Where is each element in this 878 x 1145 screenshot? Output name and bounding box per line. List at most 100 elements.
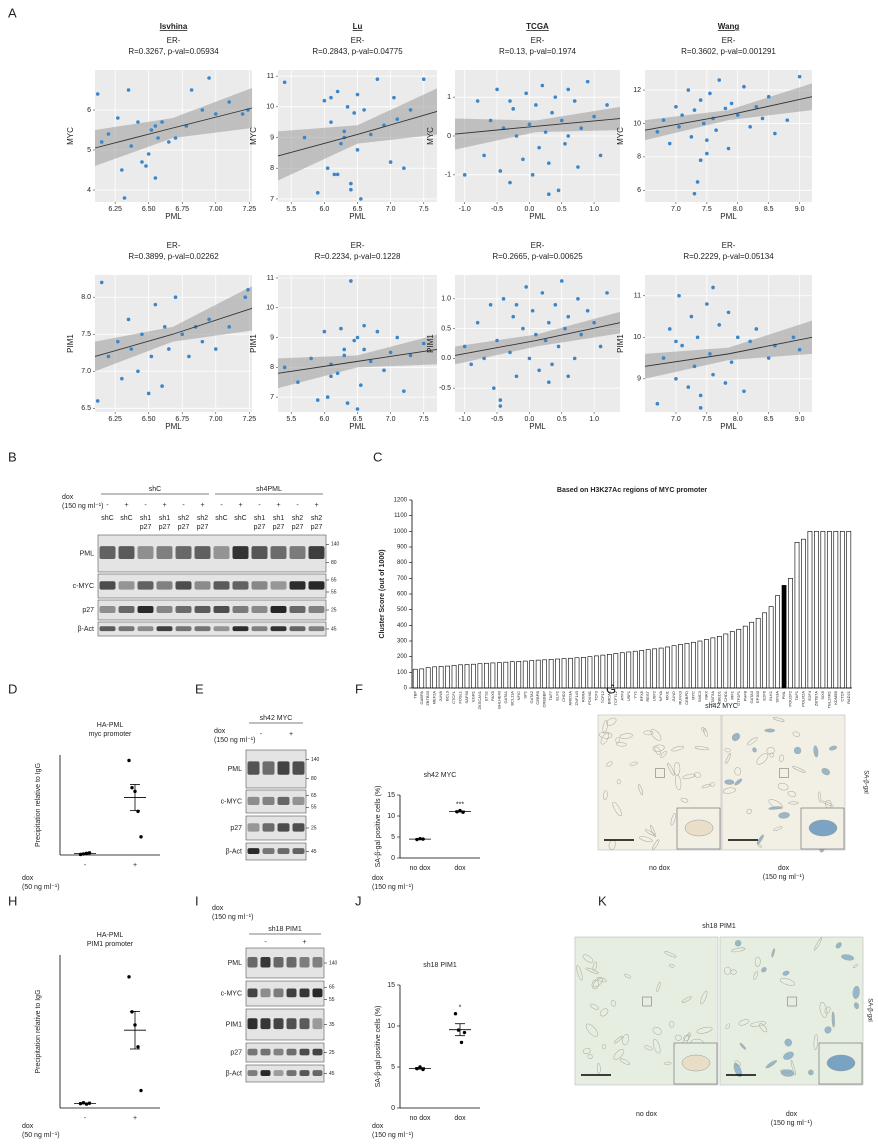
panel-background (645, 70, 812, 202)
blot-band (299, 1018, 310, 1030)
cell (732, 735, 739, 740)
data-point (705, 138, 709, 142)
cell (722, 787, 736, 794)
cell (644, 829, 655, 836)
annotation: R=0.2665, p-val=0.00625 (492, 252, 583, 261)
data-point (705, 151, 709, 156)
data-point (708, 91, 712, 96)
data-point (99, 280, 104, 285)
data-point (149, 128, 154, 132)
y-tick-label: 600 (397, 592, 408, 598)
blot-band (99, 546, 116, 560)
cell (783, 1051, 794, 1060)
bar (606, 654, 612, 689)
protein-label: p27 (82, 607, 94, 614)
x-tick-label: E2F6 (762, 690, 767, 700)
bar (419, 668, 425, 689)
blot-band (270, 626, 287, 632)
cell (752, 747, 757, 753)
cell (638, 784, 644, 796)
confidence-band (455, 106, 620, 150)
data-point (240, 112, 245, 116)
data-point (547, 161, 551, 165)
blot-band (213, 626, 230, 632)
cell (731, 947, 746, 953)
data-point (677, 125, 681, 129)
cell (644, 1045, 653, 1051)
data-point (585, 308, 590, 313)
chart-title: PIM1 promoter (87, 941, 134, 948)
bar (749, 621, 755, 689)
bar (484, 662, 489, 689)
cell (615, 742, 627, 747)
treatment-sign: - (220, 502, 223, 509)
x-tick-label: ETS1 (483, 690, 488, 701)
data-point (322, 98, 327, 103)
lane-label: sh1 (254, 515, 265, 522)
data-point (698, 158, 703, 163)
cell (587, 1054, 593, 1059)
y-axis-label: PIM1 (616, 334, 625, 353)
data-point (122, 196, 127, 200)
x-tick-label: POLR2A (801, 691, 806, 707)
x-tick-label: -0.5 (491, 416, 503, 423)
data-point (127, 758, 131, 763)
y-axis-label: PIM1 (426, 334, 435, 353)
x-tick-label: 6.0 (320, 206, 330, 213)
cell (792, 731, 800, 737)
cell (784, 1038, 792, 1047)
cell (671, 745, 685, 752)
x-tick-label: GATA1 (503, 690, 508, 703)
cell (681, 996, 692, 1003)
x-tick-label: JUNB (438, 691, 443, 702)
cell (650, 824, 657, 838)
blot-band (308, 626, 325, 632)
x-tick-label: 1.0 (589, 206, 599, 213)
x-tick-label: USF1 (626, 690, 631, 701)
bar (807, 531, 813, 689)
cell (602, 720, 608, 734)
x-tick-label: dox (454, 865, 466, 872)
x-tick-label: FOSL1 (458, 690, 463, 703)
annotation: R=0.3267, p-val=0.05934 (128, 47, 219, 56)
blot-band (247, 1070, 258, 1077)
data-point (120, 168, 124, 172)
y-tick-label: 7.0 (81, 368, 91, 375)
protein-label: PML (228, 960, 243, 967)
bar (477, 663, 483, 689)
data-point (514, 134, 519, 138)
fit-line (94, 307, 253, 357)
data-point (332, 172, 337, 177)
x-tick-label: + (133, 1115, 137, 1122)
data-point (661, 356, 666, 360)
x-axis-label: PML (529, 422, 546, 431)
y-tick-label: 9 (270, 334, 274, 341)
y-tick-label: 8 (637, 154, 641, 161)
blot-band (194, 546, 211, 560)
data-point (342, 129, 347, 134)
data-point (674, 339, 678, 344)
x-tick-label: - (84, 862, 87, 869)
dataset-title: Isvhina (160, 22, 188, 31)
cell (759, 1023, 768, 1033)
bar (529, 660, 535, 689)
cell (730, 969, 737, 975)
data-point (495, 338, 499, 343)
group-label: shC (149, 486, 161, 493)
cell (619, 1058, 631, 1065)
x-tick-label: RAD21 (846, 690, 851, 704)
data-point (726, 146, 731, 151)
y-tick-label: 100 (397, 670, 408, 676)
confidence-band (645, 320, 812, 379)
data-point (95, 399, 100, 403)
data-point (282, 365, 287, 370)
marker-label: 140 (331, 542, 340, 548)
cell (831, 1011, 835, 1028)
data-point (550, 110, 554, 115)
y-tick-label: 0.0 (441, 355, 451, 362)
data-point (140, 332, 144, 337)
x-tick-label: 7.25 (243, 206, 257, 213)
blot-band (273, 1018, 284, 1030)
blot-band (175, 546, 192, 560)
data-point (556, 188, 561, 193)
